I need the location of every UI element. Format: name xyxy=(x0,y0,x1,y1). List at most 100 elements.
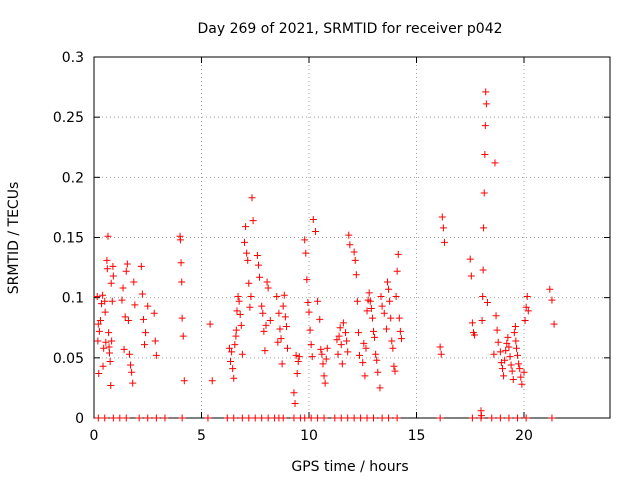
data-point xyxy=(178,414,186,422)
data-point xyxy=(135,414,143,422)
data-point xyxy=(119,284,127,292)
y-tick-label: 0.05 xyxy=(53,351,84,367)
data-point xyxy=(99,362,107,370)
data-point xyxy=(101,414,109,422)
data-point xyxy=(478,317,486,325)
data-point xyxy=(548,414,556,422)
data-point xyxy=(387,314,395,322)
data-point xyxy=(370,414,377,422)
data-point xyxy=(438,213,446,221)
y-tick-label: 0.2 xyxy=(62,170,84,186)
data-point xyxy=(120,345,128,353)
data-point xyxy=(378,302,386,310)
data-point xyxy=(471,331,479,339)
data-point xyxy=(273,292,281,300)
data-point xyxy=(304,298,312,306)
data-point xyxy=(316,315,324,323)
data-point xyxy=(254,261,262,269)
data-point xyxy=(359,359,367,367)
data-point xyxy=(523,292,531,300)
data-point xyxy=(373,356,381,364)
data-point xyxy=(242,223,250,231)
data-point xyxy=(481,122,489,130)
y-tick-label: 0 xyxy=(75,411,84,427)
data-point xyxy=(294,357,302,365)
data-point xyxy=(440,238,448,246)
y-tick-label: 0.25 xyxy=(53,110,84,126)
data-point xyxy=(282,323,290,331)
data-point xyxy=(161,414,169,422)
data-point xyxy=(144,414,152,422)
data-point xyxy=(260,327,268,335)
data-point xyxy=(258,302,266,310)
data-point xyxy=(152,351,160,359)
data-point xyxy=(230,414,238,422)
data-point xyxy=(105,343,113,351)
data-point xyxy=(336,324,344,332)
data-point xyxy=(301,236,309,244)
data-point xyxy=(320,414,328,422)
data-point xyxy=(509,375,517,383)
data-point xyxy=(334,350,342,358)
data-point xyxy=(253,252,261,260)
data-point xyxy=(318,350,326,358)
data-point xyxy=(225,344,233,352)
data-point xyxy=(492,312,500,320)
data-point xyxy=(436,343,444,351)
data-point xyxy=(337,341,345,349)
data-point xyxy=(342,329,350,337)
data-point xyxy=(152,414,160,422)
data-point xyxy=(123,260,131,268)
data-point xyxy=(179,332,187,340)
data-points xyxy=(93,88,558,422)
data-point xyxy=(496,348,504,356)
data-point xyxy=(229,365,237,373)
data-point xyxy=(101,297,109,305)
data-point xyxy=(293,369,301,377)
data-point xyxy=(481,150,489,158)
data-point xyxy=(503,339,511,347)
data-point xyxy=(223,414,231,422)
data-point xyxy=(482,88,490,96)
data-point xyxy=(511,323,519,331)
data-point xyxy=(363,307,371,315)
data-point xyxy=(108,297,116,305)
data-point xyxy=(108,337,116,345)
data-point xyxy=(276,325,284,333)
data-point xyxy=(546,285,554,293)
data-point xyxy=(150,309,158,317)
data-point xyxy=(389,344,397,352)
data-point xyxy=(307,414,315,422)
data-point xyxy=(109,262,117,270)
y-tick-label: 0.1 xyxy=(62,291,84,307)
data-point xyxy=(512,337,520,345)
data-point xyxy=(320,372,328,380)
data-point xyxy=(127,361,135,369)
data-point xyxy=(378,414,386,422)
x-tick-label: 15 xyxy=(408,428,426,444)
data-point xyxy=(128,368,136,376)
data-point xyxy=(393,267,401,275)
data-point xyxy=(494,338,502,346)
gridlines xyxy=(94,57,610,418)
data-point xyxy=(352,271,360,279)
data-point xyxy=(468,319,476,327)
axis-ticks: 0 0.05 0.1 0.15 0.2 0.25 0.3 0 5 10 15 20 xyxy=(53,50,610,444)
data-point xyxy=(261,347,269,355)
data-point xyxy=(204,414,212,422)
data-point xyxy=(278,360,286,368)
data-point xyxy=(507,361,515,369)
data-point xyxy=(368,314,376,322)
data-point xyxy=(232,326,240,334)
data-point xyxy=(516,365,524,373)
data-point xyxy=(258,414,266,422)
data-point xyxy=(281,313,289,321)
data-point xyxy=(228,348,236,356)
data-point xyxy=(386,297,394,305)
data-point xyxy=(377,292,385,300)
data-point xyxy=(367,304,375,312)
data-point xyxy=(151,337,159,345)
data-point xyxy=(522,414,530,422)
data-point xyxy=(365,289,373,297)
